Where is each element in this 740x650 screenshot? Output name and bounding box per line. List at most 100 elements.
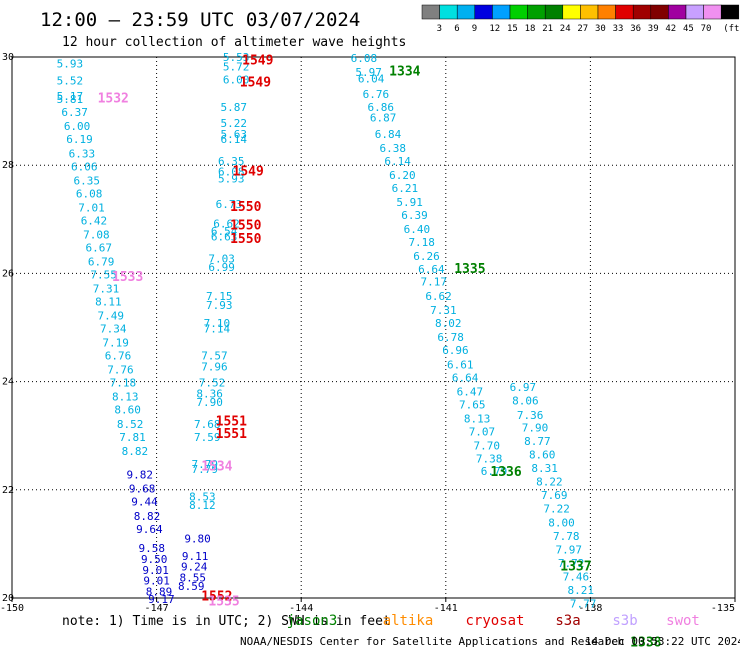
wave-height-value: 8.22 bbox=[536, 476, 563, 489]
legend-level-label: 6 bbox=[454, 24, 459, 34]
legend-level-label: 24 bbox=[560, 24, 571, 34]
wave-height-value: 6.26 bbox=[413, 250, 440, 263]
wave-height-value: 6.19 bbox=[66, 133, 93, 146]
wave-height-value: 8.36 bbox=[196, 388, 223, 401]
legend-swatch bbox=[492, 4, 511, 20]
wave-height-value: 7.79 bbox=[192, 458, 219, 471]
wave-height-value: 9.82 bbox=[126, 469, 153, 482]
wave-height-value: 8.11 bbox=[95, 296, 122, 309]
legend-swatch bbox=[632, 4, 652, 20]
wave-height-value: 5.53 bbox=[223, 51, 250, 64]
wave-height-value: 7.90 bbox=[196, 396, 223, 409]
wave-height-value: 6.08 bbox=[351, 52, 378, 65]
legend-swatch bbox=[439, 4, 458, 20]
satellite-name-s3b: s3b bbox=[612, 613, 637, 629]
wave-height-value: 7.52 bbox=[199, 377, 226, 390]
x-tick-label: -147 bbox=[145, 603, 169, 614]
wave-height-value: 6.96 bbox=[442, 344, 469, 357]
x-tick-label: -144 bbox=[289, 603, 313, 614]
wave-height-value: 7.57 bbox=[201, 350, 228, 363]
wave-height-value: 7.97 bbox=[555, 543, 582, 556]
wave-height-value: 6.20 bbox=[389, 169, 416, 182]
wave-height-value: 8.00 bbox=[548, 516, 575, 529]
pass-number-label: 1551 bbox=[216, 415, 247, 430]
wave-height-value: 8.53 bbox=[189, 490, 216, 503]
legend-swatch bbox=[456, 4, 476, 20]
legend-level-label: 15 bbox=[507, 24, 518, 34]
wave-height-value: 9.80 bbox=[184, 532, 211, 545]
wave-height-value: 6.42 bbox=[81, 214, 108, 227]
pass-number-label: 1337 bbox=[560, 560, 591, 575]
wave-height-value: 7.59 bbox=[194, 431, 221, 444]
wave-height-value: 7.69 bbox=[541, 489, 568, 502]
wave-height-value: 5.93 bbox=[218, 173, 245, 186]
satellite-name-cryosat: cryosat bbox=[465, 613, 524, 629]
legend-swatch bbox=[544, 4, 564, 20]
wave-height-value: 7.31 bbox=[93, 283, 120, 296]
satellite-name-jason3: jason3 bbox=[287, 613, 338, 629]
wave-height-value: 6.21 bbox=[392, 182, 419, 195]
wave-height-value: 8.60 bbox=[114, 404, 141, 417]
wave-height-value: 8.13 bbox=[112, 391, 139, 404]
wave-height-value: 6.00 bbox=[64, 120, 91, 133]
pass-number-label: 1334 bbox=[389, 65, 420, 80]
wave-height-value: 6.14 bbox=[220, 133, 247, 146]
legend-level-label: 33 bbox=[613, 24, 624, 34]
pass-labels: 1549154915321549155015501550153315511551… bbox=[98, 54, 662, 650]
pass-number-label: 1534 bbox=[201, 459, 232, 474]
wave-height-value: 7.38 bbox=[476, 452, 503, 465]
wave-height-value: 6.35 bbox=[73, 174, 100, 187]
x-tick-label: -135 bbox=[711, 603, 735, 614]
wave-height-value: 9.24 bbox=[181, 561, 208, 574]
pass-number-label: 1335 bbox=[454, 262, 485, 277]
wave-height-value: 7.96 bbox=[201, 360, 228, 373]
pass-number-label: 1532 bbox=[98, 92, 129, 107]
legend-level-label: 21 bbox=[542, 24, 553, 34]
credit-left: NOAA/NESDIS Center for Satellite Applica… bbox=[240, 635, 624, 648]
wave-height-value: 6.73 bbox=[216, 198, 243, 211]
wave-height-value: 5.97 bbox=[355, 66, 382, 79]
pass-number-label: 1550 bbox=[230, 232, 261, 247]
wave-height-value: 6.54 bbox=[211, 225, 238, 238]
wave-height-value: 8.82 bbox=[134, 510, 161, 523]
wave-height-value: 6.64 bbox=[418, 263, 445, 276]
wave-height-value: 7.65 bbox=[459, 398, 486, 411]
pass-number-label: 1551 bbox=[216, 427, 247, 442]
wave-height-value: 6.87 bbox=[370, 112, 397, 125]
wave-height-value: 6.84 bbox=[375, 128, 402, 141]
wave-height-value: 9.64 bbox=[136, 523, 163, 536]
wave-height-value: 6.62 bbox=[213, 218, 240, 231]
legend-level-label: 30 bbox=[595, 24, 606, 34]
satellite-name-altika: altika bbox=[383, 613, 434, 629]
wave-height-value: 7.81 bbox=[119, 431, 146, 444]
wave-height-value: 6.04 bbox=[358, 73, 385, 86]
wave-height-value: 5.72 bbox=[223, 61, 250, 74]
pass-number-label: 1549 bbox=[240, 75, 271, 90]
wave-height-value: 9.68 bbox=[129, 483, 156, 496]
wave-height-value: 7.10 bbox=[204, 317, 231, 330]
wave-height-value: 8.06 bbox=[512, 395, 539, 408]
wave-height-value: 7.14 bbox=[204, 323, 231, 336]
legend-level-label: 18 bbox=[525, 24, 536, 34]
wave-height-value: 6.33 bbox=[69, 147, 96, 160]
wave-height-value: 6.76 bbox=[105, 350, 132, 363]
wave-height-value: 8.31 bbox=[531, 462, 558, 475]
wave-height-value: 6.78 bbox=[437, 331, 464, 344]
wave-height-value: 9.11 bbox=[182, 550, 209, 563]
pass-number-label: 1550 bbox=[230, 219, 261, 234]
wave-height-value: 6.97 bbox=[510, 381, 537, 394]
pass-number-label: 1549 bbox=[233, 165, 264, 180]
wave-height-value: 5.93 bbox=[57, 57, 84, 70]
wave-height-value: 6.61 bbox=[447, 358, 474, 371]
x-tick-label: -141 bbox=[434, 603, 458, 614]
wave-height-value: 6.38 bbox=[380, 142, 407, 155]
wave-height-value: 6.76 bbox=[363, 88, 390, 101]
wave-height-value: 6.79 bbox=[88, 255, 115, 268]
wave-height-value: 7.46 bbox=[563, 570, 590, 583]
pass-number-label: 1336 bbox=[490, 465, 521, 480]
legend-level-label: 70 bbox=[701, 24, 712, 34]
wave-height-value: 8.59 bbox=[178, 580, 205, 593]
wave-height-value: 7.34 bbox=[100, 323, 127, 336]
